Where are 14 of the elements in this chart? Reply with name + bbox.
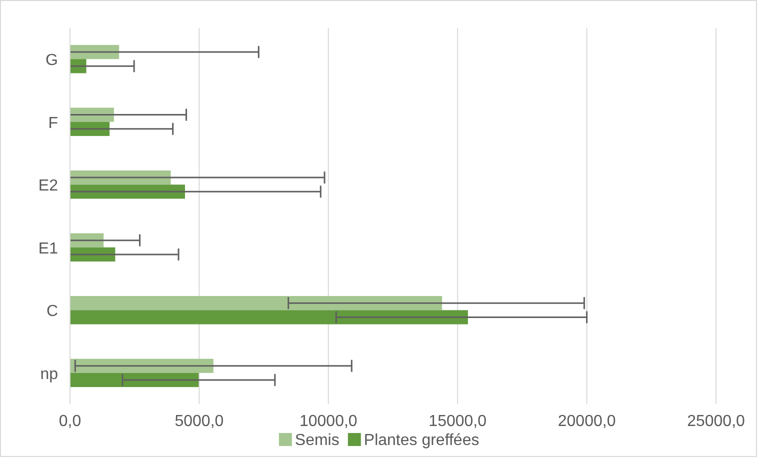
x-tick-label: 5000,0 <box>174 413 224 430</box>
y-tick-label: C <box>46 303 58 320</box>
x-tick-label: 15000,0 <box>428 413 487 430</box>
y-tick-label: E1 <box>38 240 58 258</box>
y-tick-label: np <box>40 366 58 383</box>
x-tick-label: 0,0 <box>58 413 82 430</box>
legend-label: Plantes greffées <box>364 432 480 449</box>
x-tick-label: 25000,0 <box>687 413 746 430</box>
y-tick-label: G <box>46 52 58 70</box>
x-tick-label: 10000,0 <box>299 413 358 430</box>
legend-label: Semis <box>294 432 340 449</box>
y-tick-label: F <box>48 114 58 132</box>
x-tick-label: 20000,0 <box>558 413 616 430</box>
y-tick-label: E2 <box>38 178 58 195</box>
